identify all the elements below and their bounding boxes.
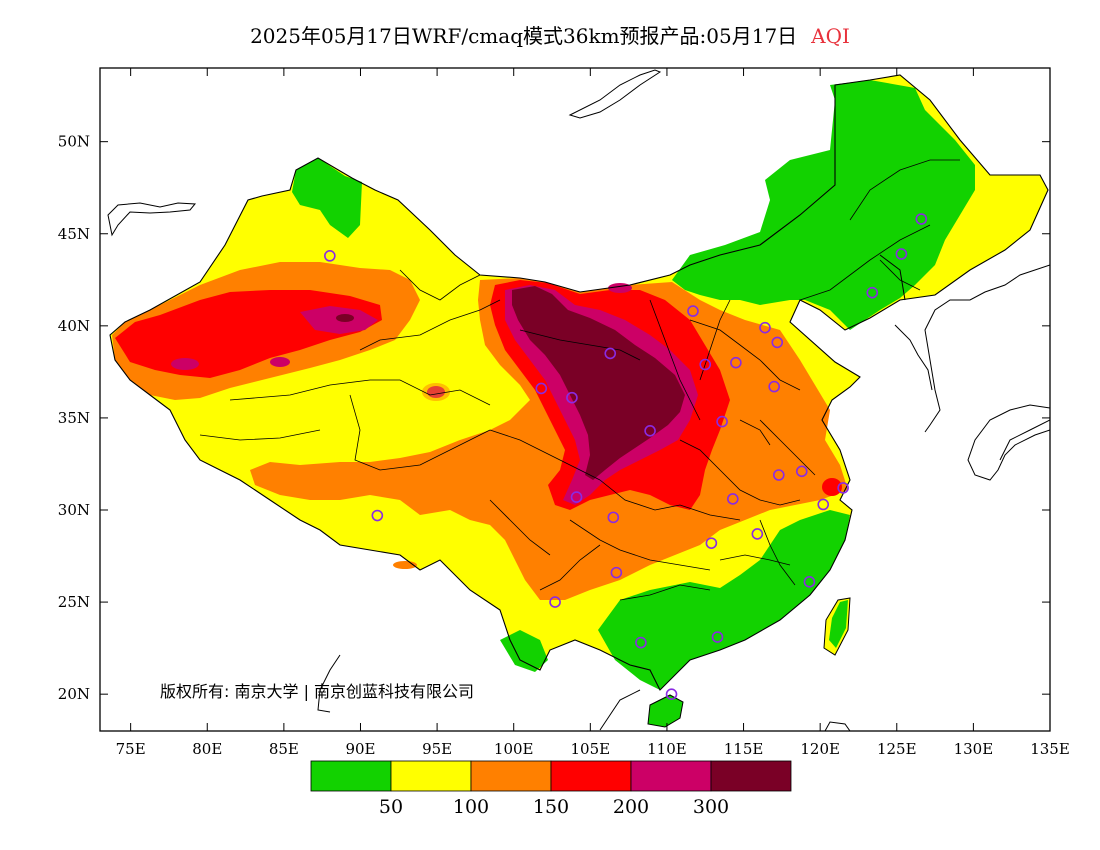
station-marker: [895, 248, 908, 260]
station-marker: [803, 576, 816, 588]
station-marker: [915, 213, 928, 225]
station-marker: [772, 469, 785, 481]
x-tick-label: 130E: [954, 740, 994, 758]
title-main: 2025年05月17日WRF/cmaq模式36km预报产品:05月17日: [250, 24, 798, 48]
y-tick-label: 50N: [58, 133, 90, 151]
legend-label: 150: [533, 796, 569, 818]
legend-label: 200: [613, 796, 649, 818]
station-marker: [771, 336, 784, 349]
legend-swatch: [710, 760, 792, 792]
aqi-patch: [422, 383, 450, 401]
station-marker: [570, 491, 583, 503]
station-marker: [371, 509, 384, 522]
x-tick-label: 75E: [116, 740, 146, 758]
x-tick-label: 110E: [647, 740, 687, 758]
aqi-zone-maroon: [512, 286, 685, 480]
aqi-field: [110, 75, 1048, 727]
y-tick-label: 35N: [58, 409, 90, 427]
x-tick-label: 80E: [192, 740, 222, 758]
legend-swatch: [310, 760, 392, 792]
x-tick-label: 115E: [724, 740, 764, 758]
x-axis: 75E 80E 85E 90E 95E 100E 105E 110E 115E 120E 125E 1…: [116, 68, 1070, 758]
station-markers: [324, 213, 928, 700]
y-tick-label: 45N: [58, 225, 90, 243]
taiwan-outline: [823, 597, 851, 656]
aqi-patch: [822, 478, 842, 496]
x-tick-label: 100E: [494, 740, 534, 758]
province-boundaries: [199, 159, 960, 601]
plot-frame: [99, 67, 1051, 732]
aqi-legend: 50 100 150 200 300: [310, 760, 792, 818]
station-marker: [730, 356, 742, 369]
aqi-zone-green-nw: [292, 158, 362, 238]
legend-swatch: [470, 760, 552, 792]
station-marker: [711, 631, 724, 643]
x-tick-label: 90E: [345, 740, 375, 758]
station-marker: [635, 636, 647, 649]
x-tick-label: 85E: [269, 740, 299, 758]
x-tick-label: 95E: [422, 740, 452, 758]
aqi-zone-green-south: [598, 510, 850, 690]
legend-label: 100: [453, 796, 489, 818]
station-marker: [817, 498, 830, 511]
station-marker: [535, 382, 548, 395]
map-title: 2025年05月17日WRF/cmaq模式36km预报产品:05月17日 AQI: [0, 20, 1100, 49]
station-marker: [687, 305, 699, 317]
station-marker: [549, 596, 561, 608]
title-variable: AQI: [811, 24, 850, 48]
x-tick-label: 135E: [1030, 740, 1070, 758]
station-marker: [866, 286, 879, 299]
legend-label: 50: [379, 796, 403, 818]
aqi-patch: [270, 357, 290, 367]
legend-swatch: [630, 760, 712, 792]
y-tick-label: 40N: [58, 317, 90, 335]
aqi-patch: [171, 358, 199, 370]
map-plot-area: 版权所有: 南京大学 | 南京创蓝科技有限公司: [100, 68, 1050, 731]
station-marker: [759, 321, 771, 334]
y-tick-label: 30N: [58, 501, 90, 519]
station-marker: [705, 537, 718, 549]
y-axis: 20N 25N 30N 35N 40N 45N 50N: [58, 133, 1050, 703]
station-marker: [610, 566, 623, 579]
national-border: [109, 74, 1049, 691]
legend-swatch: [390, 760, 472, 792]
hainan-outline: [647, 694, 684, 728]
x-tick-label: 105E: [571, 740, 611, 758]
station-marker: [795, 465, 808, 478]
aqi-zone-green-sw: [500, 630, 548, 672]
aqi-zone-hainan: [648, 695, 683, 727]
y-tick-label: 20N: [58, 685, 90, 703]
x-tick-label: 120E: [800, 740, 840, 758]
station-marker: [768, 380, 780, 393]
station-marker: [607, 511, 620, 524]
x-tick-label: 125E: [877, 740, 917, 758]
legend-swatch: [550, 760, 632, 792]
y-tick-label: 25N: [58, 593, 90, 611]
station-marker: [837, 482, 849, 494]
aqi-patch: [218, 300, 242, 314]
station-marker: [566, 391, 578, 404]
station-marker: [727, 493, 739, 505]
station-marker: [604, 347, 617, 360]
legend-label: 300: [693, 796, 729, 818]
aqi-zone-green-ne: [672, 80, 975, 330]
station-marker: [644, 425, 656, 437]
station-marker: [324, 250, 336, 262]
station-marker: [699, 358, 712, 371]
neighbor-coastlines: [107, 69, 1050, 731]
station-marker: [751, 528, 764, 540]
aqi-zone-taiwan-green: [829, 600, 848, 648]
aqi-patch: [336, 314, 354, 322]
station-marker: [665, 688, 678, 700]
station-marker: [716, 415, 728, 428]
copyright-text: 版权所有: 南京大学 | 南京创蓝科技有限公司: [160, 682, 474, 701]
